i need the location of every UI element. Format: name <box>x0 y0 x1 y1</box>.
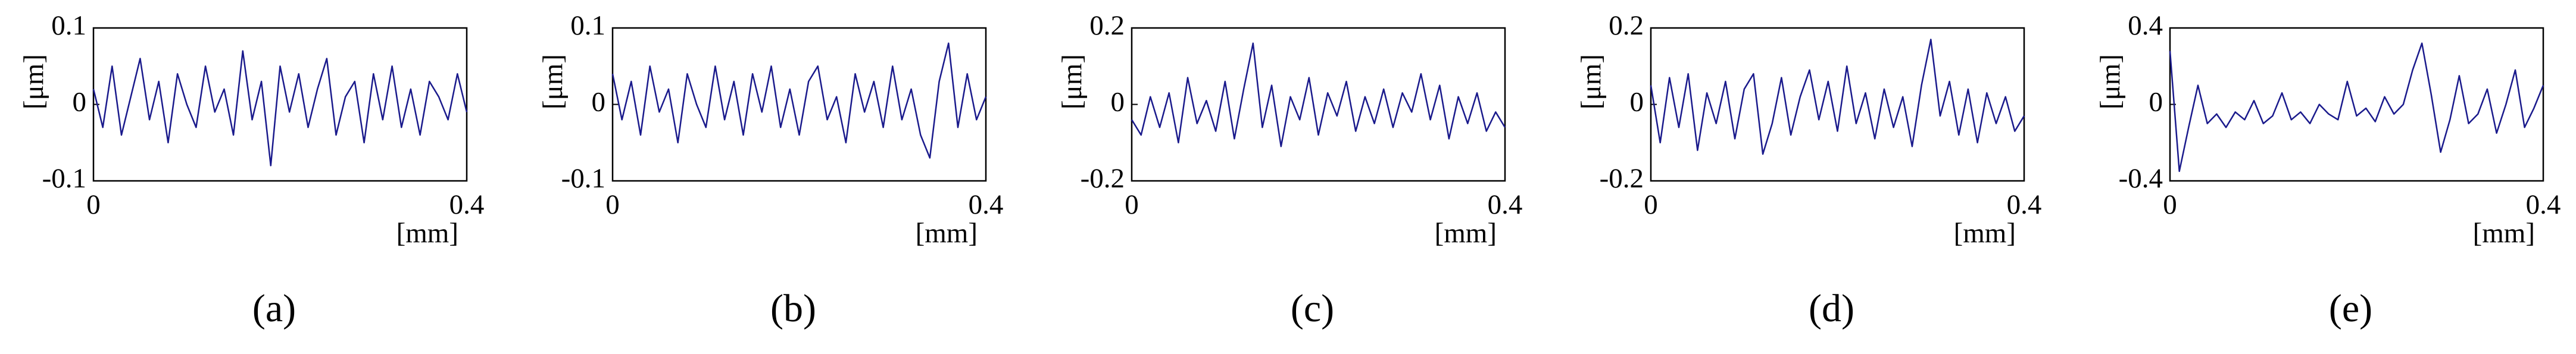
y-axis-label: [μm] <box>1057 54 1088 109</box>
y-tick-label: 0 <box>1630 86 1644 117</box>
plot-frame <box>611 27 987 182</box>
data-line <box>1131 42 1506 148</box>
y-tick-label: 0.1 <box>570 10 605 41</box>
x-tick-label: 0.4 <box>969 189 1004 220</box>
plot-frame <box>92 27 468 182</box>
plot-frame <box>1131 27 1506 182</box>
data-line <box>611 42 987 159</box>
panel-caption: (d) <box>1809 287 1854 330</box>
y-tick-label: -0.1 <box>42 163 86 194</box>
x-tick-label: 0.4 <box>1488 189 1523 220</box>
x-axis-label: [mm] <box>396 218 458 249</box>
y-tick-label: 0 <box>2149 86 2163 117</box>
x-tick-label: 0.4 <box>449 189 485 220</box>
y-tick-label: 0 <box>1111 86 1125 117</box>
y-tick-label: 0 <box>592 86 606 117</box>
data-line <box>2169 42 2544 173</box>
x-axis-label: [mm] <box>1954 218 2016 249</box>
y-tick-label: 0 <box>73 86 87 117</box>
y-tick-label: 0.4 <box>2128 10 2163 41</box>
x-tick-label: 0 <box>1644 189 1658 220</box>
x-axis-label: [mm] <box>2473 218 2535 249</box>
y-axis-label: [μm] <box>538 54 569 109</box>
plot-frame <box>2169 27 2544 182</box>
y-tick-label: -0.2 <box>1600 163 1644 194</box>
y-axis-label: [μm] <box>18 54 49 109</box>
x-axis-label: [mm] <box>916 218 978 249</box>
data-line <box>1650 39 2025 155</box>
y-tick-label: 0.2 <box>1089 10 1125 41</box>
y-axis-label: [μm] <box>2095 54 2126 109</box>
y-tick-label: -0.4 <box>2119 163 2163 194</box>
panel-caption: (c) <box>1291 287 1334 330</box>
x-tick-label: 0.4 <box>2007 189 2042 220</box>
y-tick-label: 0.2 <box>1609 10 1644 41</box>
y-axis-label: [μm] <box>1576 54 1607 109</box>
x-tick-label: 0 <box>86 189 101 220</box>
x-tick-label: 0 <box>1125 189 1139 220</box>
x-axis-label: [mm] <box>1435 218 1497 249</box>
y-tick-label: -0.1 <box>561 163 605 194</box>
panel-caption: (e) <box>2329 287 2372 330</box>
x-tick-label: 0 <box>2163 189 2177 220</box>
data-line <box>92 50 468 167</box>
panel-caption: (a) <box>252 287 296 330</box>
panel-caption: (b) <box>770 287 816 330</box>
y-tick-label: 0.1 <box>51 10 86 41</box>
plot-frame <box>1650 27 2025 182</box>
x-tick-label: 0.4 <box>2526 189 2561 220</box>
y-tick-label: -0.2 <box>1081 163 1125 194</box>
x-tick-label: 0 <box>605 189 620 220</box>
